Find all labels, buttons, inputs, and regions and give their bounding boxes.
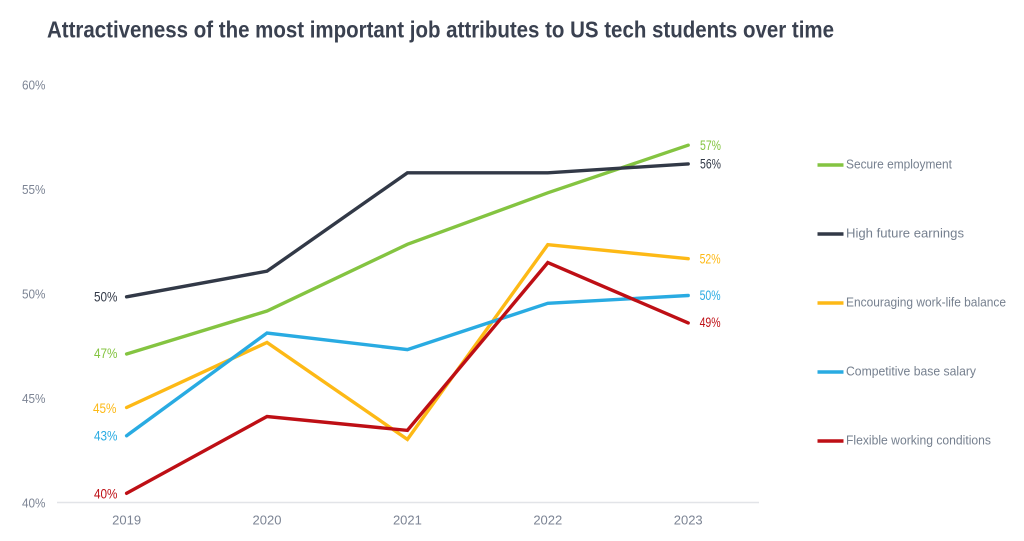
svg-text:Flexible working conditions: Flexible working conditions: [846, 432, 991, 447]
svg-text:57%: 57%: [700, 138, 721, 153]
svg-text:50%: 50%: [94, 290, 118, 305]
svg-text:60%: 60%: [22, 78, 46, 93]
svg-text:2023: 2023: [674, 513, 703, 528]
svg-text:47%: 47%: [94, 346, 118, 361]
svg-text:50%: 50%: [700, 288, 721, 303]
svg-text:50%: 50%: [22, 287, 46, 302]
svg-text:2019: 2019: [112, 513, 141, 528]
svg-text:High future earnings: High future earnings: [846, 225, 964, 240]
svg-text:45%: 45%: [93, 401, 117, 416]
svg-text:40%: 40%: [94, 486, 118, 501]
svg-text:45%: 45%: [22, 391, 46, 406]
svg-text:Secure employment: Secure employment: [846, 156, 952, 171]
svg-text:2020: 2020: [253, 513, 282, 528]
svg-text:49%: 49%: [700, 315, 721, 330]
svg-text:56%: 56%: [700, 157, 721, 172]
svg-text:55%: 55%: [22, 182, 46, 197]
svg-text:2022: 2022: [533, 513, 562, 528]
svg-text:43%: 43%: [94, 429, 118, 444]
svg-text:Encouraging work-life balance: Encouraging work-life balance: [846, 294, 1006, 309]
svg-text:Attractiveness of the most imp: Attractiveness of the most important job…: [47, 17, 834, 43]
svg-text:40%: 40%: [22, 496, 46, 511]
svg-text:52%: 52%: [700, 251, 721, 266]
svg-text:2021: 2021: [393, 513, 422, 528]
svg-text:Competitive base salary: Competitive base salary: [846, 363, 976, 378]
